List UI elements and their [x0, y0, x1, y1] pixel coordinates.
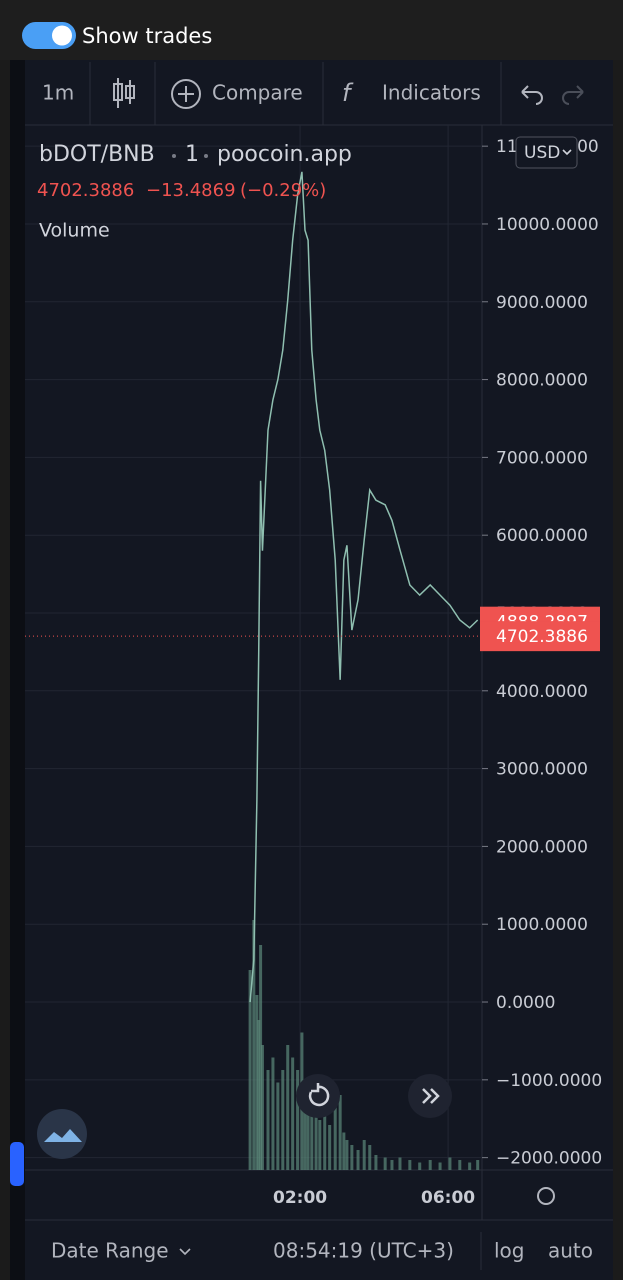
x-tick-label: 06:00 [421, 1188, 475, 1208]
volume-bar [281, 1070, 285, 1170]
y-tick-label: 7000.0000 [496, 448, 588, 468]
plus [178, 86, 194, 102]
currency: USD [524, 143, 560, 163]
indicators-button[interactable]: Indicators [382, 81, 481, 105]
y-tick-label: 8000.0000 [496, 371, 588, 391]
toggle-label: Show trades [82, 24, 212, 48]
y-tick-label: 1000.0000 [496, 915, 588, 935]
last-price: 4702.3886 [37, 180, 134, 201]
volume-bar [338, 1095, 342, 1170]
volume-bar [252, 920, 256, 1170]
price-line [249, 171, 479, 1003]
legend-interval: 1 [185, 142, 199, 167]
reset-icon [308, 1083, 330, 1107]
scroll-icon [422, 1088, 440, 1104]
change-pct: (−0.29%) [240, 180, 326, 201]
date-range[interactable]: Date Range [51, 1239, 169, 1263]
volume-bar [310, 1107, 314, 1170]
y-tick-label: 2000.0000 [496, 837, 588, 857]
volume-bar [374, 1155, 378, 1170]
price-label-bg [480, 621, 600, 652]
volume-bar [458, 1160, 462, 1170]
auto-button[interactable]: auto [548, 1239, 593, 1263]
y-tick-label: −2000.0000 [496, 1149, 602, 1169]
volume-bar [314, 1095, 318, 1170]
dot [204, 154, 208, 158]
volume-bar [398, 1157, 402, 1170]
volume-bar [345, 1140, 349, 1170]
volume-bar [418, 1162, 422, 1170]
undo[interactable] [521, 85, 543, 105]
side-toggle[interactable] [10, 1142, 24, 1186]
volume-bar [306, 1095, 310, 1170]
change: −13.4869 [146, 180, 236, 201]
volume-bar [323, 1115, 327, 1170]
volume-bar [276, 1082, 280, 1170]
volume-bar [248, 970, 252, 1170]
volume-bar [255, 995, 259, 1170]
volume-bar [342, 1132, 346, 1170]
volume-bar [303, 1082, 307, 1170]
reset-button[interactable] [296, 1074, 340, 1118]
toolbar-separators [25, 62, 613, 1270]
volume-bar [350, 1145, 354, 1170]
y-tick-label: 9000.0000 [496, 293, 588, 313]
volume-bar [328, 1125, 332, 1170]
volume-bar [448, 1157, 452, 1170]
volume-bar [383, 1157, 387, 1170]
interval-button[interactable]: 1m [42, 81, 74, 105]
volume-label: Volume [39, 220, 110, 242]
volume-bar [296, 1070, 300, 1170]
volume-bar [291, 1057, 295, 1170]
volume-bar [390, 1160, 394, 1170]
volume-bar [438, 1162, 442, 1170]
logo [44, 1129, 82, 1142]
y-tick-label: −1000.0000 [496, 1071, 602, 1091]
volume-bar [476, 1160, 480, 1170]
volume-bar [333, 1107, 337, 1170]
candle-icon[interactable] [113, 78, 135, 108]
volume-bar [368, 1145, 372, 1170]
log-button[interactable]: log [494, 1239, 525, 1263]
compare-button[interactable]: Compare [212, 81, 303, 105]
y-tick-label: 6000.0000 [496, 526, 588, 546]
volume-bar [266, 1070, 270, 1170]
y-tick-label: 10000.0000 [496, 215, 599, 235]
toggle-knob [52, 25, 72, 46]
compare-icon[interactable] [171, 79, 201, 109]
clock: 08:54:19 (UTC+3) [273, 1239, 454, 1263]
volume-bar [271, 1057, 275, 1170]
x-tick-label: 02:00 [273, 1188, 327, 1208]
symbol: bDOT/BNB [39, 142, 155, 167]
volume-bar [356, 1150, 360, 1170]
price-label: 4702.3886 [496, 627, 588, 647]
volume-bar [428, 1160, 432, 1170]
volume-bar [286, 1045, 290, 1170]
currency-button[interactable] [515, 136, 578, 169]
volume-bar [408, 1160, 412, 1170]
volume-bar [257, 1020, 261, 1170]
y-tick-label: 4000.0000 [496, 682, 588, 702]
chevron [562, 149, 572, 156]
left-strip [10, 60, 25, 1280]
y-tick-label: 0.0000 [496, 993, 555, 1013]
volume-bar [362, 1140, 366, 1170]
source: poocoin.app [217, 142, 352, 167]
dot [172, 154, 176, 158]
settings[interactable] [537, 1187, 555, 1205]
y-tick-label: 3000.0000 [496, 760, 588, 780]
volume-bar [318, 1120, 322, 1170]
volume-bar [468, 1162, 472, 1170]
top-bar [0, 0, 623, 60]
redo[interactable] [562, 85, 584, 105]
volume-bar [260, 1045, 264, 1170]
chevron [179, 1248, 191, 1256]
volume-bar [259, 945, 263, 1170]
logo-button[interactable] [37, 1109, 87, 1159]
